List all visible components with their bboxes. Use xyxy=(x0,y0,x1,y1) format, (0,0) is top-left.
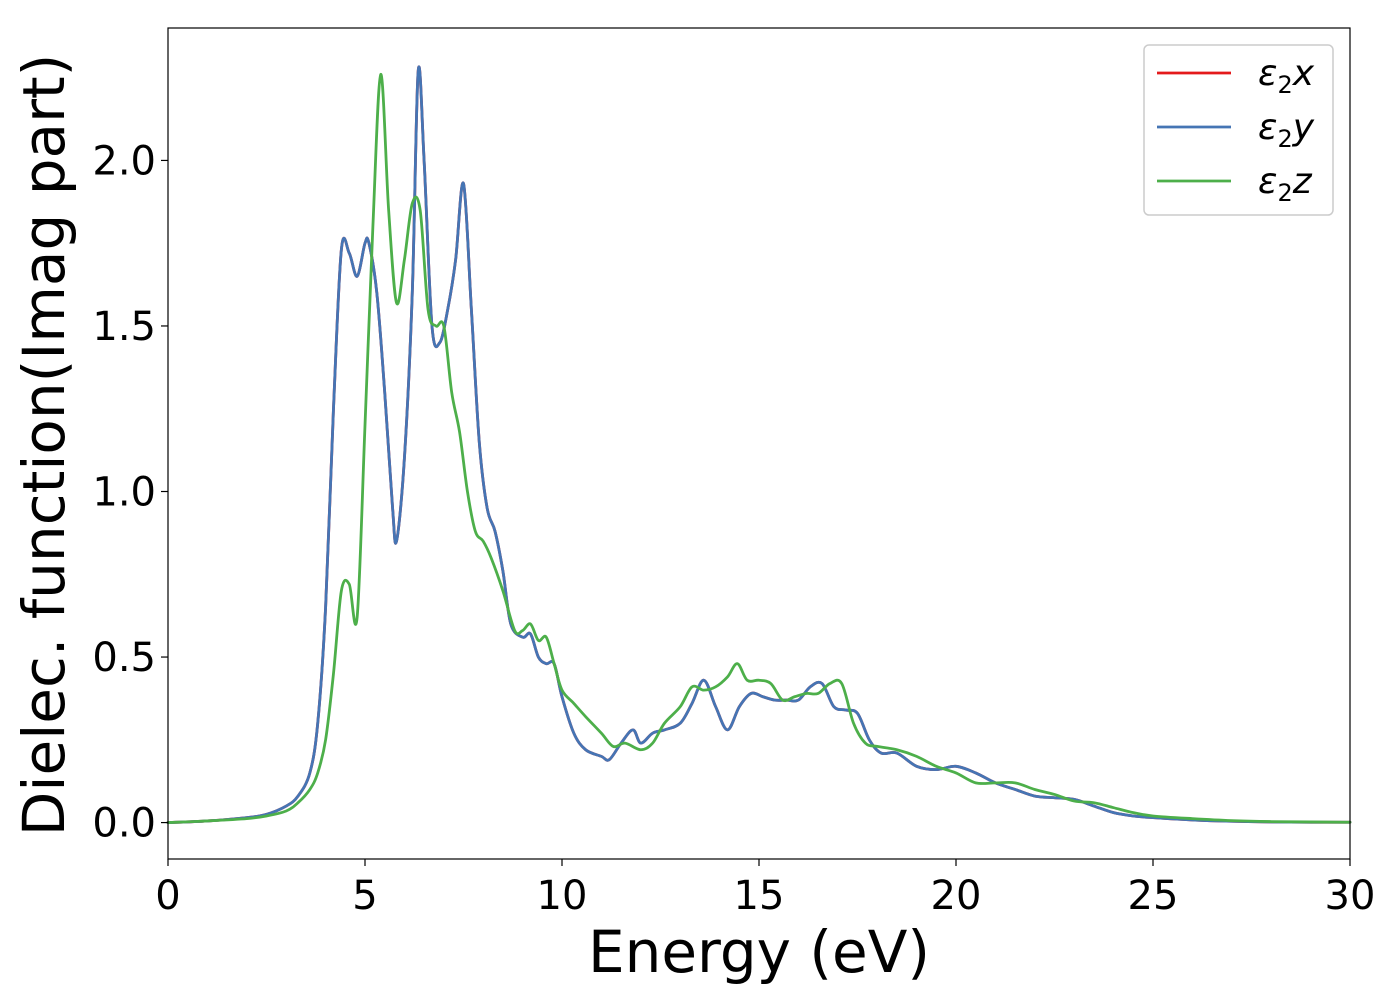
y-tick-label: 1.5 xyxy=(92,304,156,350)
x-tick-label: 15 xyxy=(734,873,785,919)
legend: ε2x ε2y ε2z xyxy=(1143,44,1334,216)
y-tick-label: 0.5 xyxy=(92,635,156,681)
x-tick-label: 30 xyxy=(1325,873,1376,919)
x-axis-ticks: 0 5 10 15 20 25 30 xyxy=(155,859,1375,919)
y-tick-label: 1.0 xyxy=(92,470,156,516)
series-line-z xyxy=(166,72,1352,824)
legend-label-z: ε2z xyxy=(1258,161,1313,207)
y-tick-label: 2.0 xyxy=(92,138,156,184)
x-tick-label: 10 xyxy=(537,873,588,919)
series-line-y xyxy=(166,65,1352,824)
y-axis-label: Dielec. function(Imag part) xyxy=(10,54,78,837)
series-layer xyxy=(166,65,1352,824)
x-tick-label: 25 xyxy=(1128,873,1179,919)
x-tick-label: 20 xyxy=(931,873,982,919)
legend-frame xyxy=(1143,44,1334,216)
x-tick-label: 0 xyxy=(155,873,180,919)
legend-label-x: ε2x xyxy=(1258,53,1315,99)
x-axis-label: Energy (eV) xyxy=(588,918,930,986)
y-tick-label: 0.0 xyxy=(92,801,156,847)
y-axis-ticks: 0.0 0.5 1.0 1.5 2.0 xyxy=(92,138,168,847)
legend-label-y: ε2y xyxy=(1258,107,1315,153)
x-tick-label: 5 xyxy=(352,873,377,919)
